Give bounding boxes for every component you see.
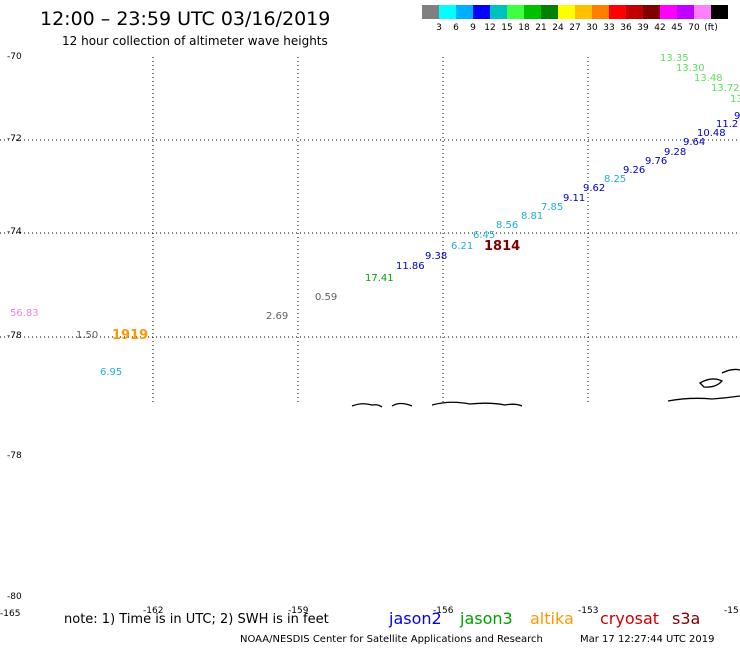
color-swatch [473, 5, 490, 19]
lon-label: -165 [0, 609, 21, 619]
legend-s3a: s3a [672, 609, 701, 628]
pass-time-label: 1814 [484, 239, 521, 254]
graticule [0, 57, 740, 405]
wave-height-label: 7.85 [541, 202, 564, 213]
wave-height-label: 9 [734, 111, 740, 122]
lat-label: -78 [7, 331, 22, 341]
lon-label: -159 [288, 606, 309, 616]
color-scale-label: 27 [569, 23, 581, 33]
footnote: note: 1) Time is in UTC; 2) SWH is in fe… [64, 612, 329, 627]
color-scale-label: 36 [620, 23, 632, 33]
wave-height-label: 8.81 [521, 211, 544, 222]
color-swatch [439, 5, 456, 19]
color-swatch [643, 5, 660, 19]
credit-line: NOAA/NESDIS Center for Satellite Applica… [240, 634, 543, 645]
lon-label: -153 [578, 606, 599, 616]
wave-height-label: 13.72 [711, 83, 740, 94]
wave-height-label: 17.41 [365, 273, 394, 284]
coastline [351, 368, 740, 408]
color-scale-label: 45 [671, 23, 683, 33]
lat-label: -78 [7, 451, 22, 461]
lat-label: -70 [7, 52, 22, 62]
lon-label: -162 [143, 606, 164, 616]
wave-height-label: 8.25 [604, 174, 627, 185]
color-swatch [626, 5, 643, 19]
wave-height-label: 2.69 [266, 311, 289, 322]
wave-height-label: 9.64 [683, 137, 706, 148]
lat-label: -74 [7, 227, 22, 237]
legend-cryosat: cryosat [600, 609, 660, 628]
wave-height-label: 9.26 [623, 165, 646, 176]
color-scale-label: 18 [518, 23, 530, 33]
color-swatch [660, 5, 677, 19]
color-scale-label: 70 [688, 23, 700, 33]
color-swatch [592, 5, 609, 19]
color-swatch [694, 5, 711, 19]
color-swatch [677, 5, 694, 19]
wave-height-label: 9.11 [563, 193, 586, 204]
map-title: 12:00 – 23:59 UTC 03/16/2019 [40, 8, 331, 30]
color-scale-label: 15 [501, 23, 513, 33]
color-swatch [711, 5, 728, 19]
color-swatch [558, 5, 575, 19]
pass-time-label: 1919 [112, 328, 149, 343]
wave-height-label: 6.21 [451, 241, 474, 252]
wave-height-label: 56.83 [10, 308, 39, 319]
color-scale-label: 9 [470, 23, 476, 33]
color-scale-label: 33 [603, 23, 615, 33]
color-scale-label: 6 [453, 23, 459, 33]
legend-altika: altika [530, 609, 574, 628]
color-swatch [609, 5, 626, 19]
color-scale-label: 12 [484, 23, 496, 33]
color-swatch [507, 5, 524, 19]
color-scale-label: 42 [654, 23, 666, 33]
wave-height-label: 9.38 [425, 251, 448, 262]
wave-height-label: 1.50 [76, 330, 99, 341]
lat-label: -80 [7, 592, 22, 602]
wave-height-label: 6.95 [100, 367, 123, 378]
legend-jason3: jason3 [460, 609, 513, 628]
color-scale-label: 24 [552, 23, 564, 33]
color-swatch [456, 5, 473, 19]
map-subtitle: 12 hour collection of altimeter wave hei… [62, 34, 328, 48]
color-scale-label: 3 [436, 23, 442, 33]
lon-label: -156 [433, 606, 454, 616]
color-swatch [490, 5, 507, 19]
color-swatch [524, 5, 541, 19]
wave-height-label: 11.2 [716, 119, 739, 130]
color-scale-label: 39 [637, 23, 649, 33]
lon-label: -15 [724, 606, 739, 616]
wave-height-label: 13.48 [694, 73, 723, 84]
wave-height-label: 10.48 [697, 128, 726, 139]
color-swatch [422, 5, 439, 19]
wave-height-label: 0.59 [315, 292, 338, 303]
color-scale-label: (ft) [704, 23, 718, 33]
wave-height-label: 9.62 [583, 183, 606, 194]
wave-height-label: 13 [730, 94, 740, 105]
wave-height-label: 13.35 [660, 53, 689, 64]
lat-label: -72 [7, 134, 22, 144]
wave-height-label: 9.76 [645, 156, 668, 167]
generation-timestamp: Mar 17 12:27:44 UTC 2019 [580, 634, 715, 645]
wave-height-label: 9.28 [664, 147, 687, 158]
wave-height-label: 13.30 [676, 63, 705, 74]
legend-jason2: jason2 [389, 609, 442, 628]
color-scale-label: 21 [535, 23, 547, 33]
wave-height-label: 6.45 [473, 230, 496, 241]
color-scale-label: 30 [586, 23, 598, 33]
color-swatch [575, 5, 592, 19]
wave-height-label: 8.56 [496, 220, 519, 231]
wave-height-label: 11.86 [396, 261, 425, 272]
color-swatch [541, 5, 558, 19]
